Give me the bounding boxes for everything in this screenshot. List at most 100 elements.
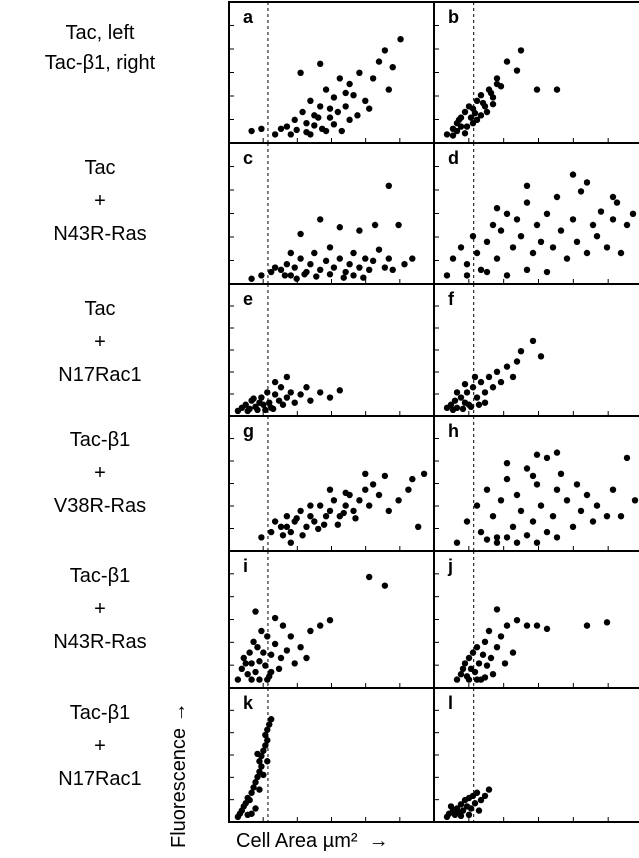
data-point <box>497 83 505 90</box>
data-point <box>287 539 294 546</box>
data-point <box>326 486 334 493</box>
data-point <box>342 502 349 509</box>
data-point <box>354 112 361 119</box>
data-point <box>453 127 461 135</box>
data-point <box>463 389 471 396</box>
data-point <box>497 378 505 386</box>
row-label-line: + <box>94 598 106 620</box>
data-point <box>283 513 291 520</box>
panel-frame <box>228 415 435 552</box>
data-point <box>287 528 294 536</box>
data-point <box>362 486 369 493</box>
data-point <box>240 654 247 662</box>
data-point <box>493 606 501 613</box>
data-point <box>503 363 511 370</box>
data-point <box>529 518 537 525</box>
data-point <box>264 726 271 733</box>
data-point <box>489 100 497 108</box>
data-point <box>463 518 471 525</box>
data-point <box>307 131 314 138</box>
data-point <box>264 676 271 683</box>
data-point <box>366 266 373 273</box>
data-point <box>603 244 611 251</box>
data-point <box>326 271 334 278</box>
data-point <box>479 651 487 658</box>
data-point <box>258 534 265 541</box>
data-point <box>283 373 291 381</box>
data-point <box>385 507 392 515</box>
data-point <box>242 660 249 667</box>
data-point <box>346 261 353 268</box>
row-label: Tac-β1 + N43R-Ras <box>0 560 200 659</box>
data-point <box>517 507 525 515</box>
data-point <box>234 676 242 683</box>
data-point <box>303 523 310 530</box>
data-point <box>369 257 377 265</box>
data-point <box>481 399 489 406</box>
data-point <box>250 395 257 402</box>
row-label-line: N17Rac1 <box>58 768 142 790</box>
data-point <box>277 266 285 273</box>
data-point <box>248 660 255 667</box>
data-point <box>477 378 485 386</box>
data-point <box>307 261 314 268</box>
data-point <box>543 210 551 217</box>
data-point <box>311 249 318 257</box>
data-point <box>513 216 521 223</box>
row-label-line: + <box>94 331 106 353</box>
panel-letter: c <box>243 148 253 168</box>
panel-letter: j <box>447 556 453 576</box>
data-point <box>303 654 310 662</box>
data-point <box>483 268 491 276</box>
data-point <box>483 536 491 543</box>
panel-letter: i <box>243 556 248 576</box>
data-point <box>244 811 251 818</box>
data-point <box>583 249 591 257</box>
data-point <box>381 582 389 589</box>
data-point <box>366 573 373 581</box>
data-point <box>543 625 551 633</box>
row-label-line: Tac-β1 <box>69 565 131 587</box>
data-point <box>461 108 469 116</box>
data-point <box>513 539 521 546</box>
data-point <box>589 221 597 229</box>
data-point <box>467 805 475 812</box>
data-point <box>459 665 467 672</box>
data-point <box>322 86 330 93</box>
data-point <box>589 518 597 525</box>
data-point <box>350 92 357 99</box>
data-point <box>523 465 531 472</box>
data-point <box>336 387 343 394</box>
data-point <box>350 249 357 257</box>
data-point <box>523 182 531 189</box>
data-point <box>517 233 525 240</box>
data-point <box>473 644 481 651</box>
data-point <box>342 89 349 97</box>
data-point <box>420 470 428 477</box>
data-point <box>254 750 261 758</box>
panel-frame <box>228 1 435 144</box>
data-point <box>533 539 541 546</box>
data-point <box>369 75 377 82</box>
data-point <box>477 796 485 804</box>
data-point <box>271 378 279 386</box>
row-label-line: Tac-β1 <box>69 429 131 451</box>
data-point <box>553 534 561 541</box>
data-point <box>252 608 259 615</box>
data-point <box>303 120 310 127</box>
data-point <box>279 622 287 629</box>
data-point <box>254 773 261 781</box>
data-point <box>473 676 481 683</box>
data-point <box>315 114 322 121</box>
data-point <box>573 481 581 488</box>
data-point <box>471 373 479 381</box>
data-point <box>503 622 511 629</box>
data-point <box>397 36 404 43</box>
data-point <box>342 489 349 497</box>
data-point <box>375 58 383 65</box>
panel-letter: e <box>243 289 253 309</box>
data-point <box>493 644 501 651</box>
data-point <box>277 523 285 530</box>
data-point <box>385 182 392 189</box>
data-point <box>291 264 298 271</box>
